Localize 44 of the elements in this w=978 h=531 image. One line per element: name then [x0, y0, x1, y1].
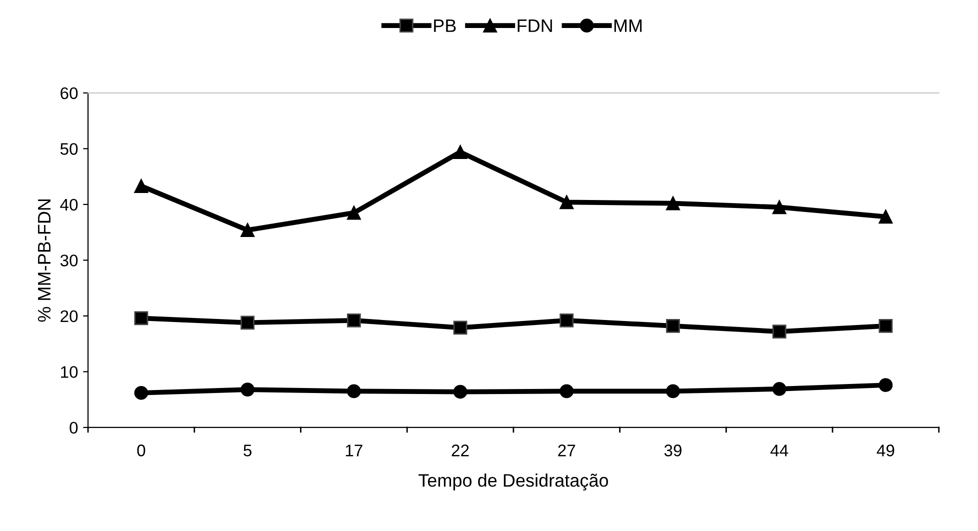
y-tick-label: 60	[60, 87, 78, 100]
x-tick-label: 44	[770, 444, 788, 456]
y-tick-label: 50	[60, 143, 78, 155]
y-axis-title: % MM-PB-FDN	[38, 199, 51, 322]
x-tick-label: 39	[664, 444, 682, 456]
x-tick-label: 49	[876, 444, 894, 456]
point	[878, 210, 893, 224]
point	[240, 382, 254, 396]
y-tick-label: 0	[70, 422, 78, 434]
point	[666, 384, 680, 398]
point	[666, 319, 680, 333]
point	[772, 382, 786, 396]
point	[240, 223, 254, 238]
point	[134, 311, 148, 326]
point	[453, 320, 468, 335]
point	[772, 200, 786, 214]
point	[772, 324, 786, 338]
x-tick-label: 27	[558, 444, 576, 456]
y-tick-label: 20	[60, 310, 78, 322]
y-tick-label: 30	[60, 254, 78, 266]
x-tick-label: 5	[244, 444, 252, 456]
y-tick-label: 10	[61, 366, 78, 378]
point	[560, 313, 574, 328]
x-tick-label: 17	[346, 444, 362, 456]
point	[346, 313, 361, 328]
y-tick-label: 40	[60, 198, 78, 211]
point	[666, 196, 680, 210]
legend-label: PB	[434, 20, 456, 32]
legend-label: MM	[614, 20, 642, 32]
point	[134, 386, 148, 400]
point	[878, 378, 893, 392]
point	[346, 206, 361, 220]
point	[560, 384, 574, 398]
legend-label: FDN	[518, 20, 552, 32]
x-tick-label: 0	[137, 444, 146, 456]
point	[560, 195, 574, 210]
point	[240, 316, 254, 330]
point	[346, 384, 361, 398]
x-axis-title: Tempo de Desidratação	[418, 474, 608, 490]
point	[878, 319, 893, 333]
point	[453, 145, 468, 159]
point	[453, 384, 468, 399]
point	[134, 179, 148, 193]
x-tick-label: 22	[452, 444, 469, 456]
